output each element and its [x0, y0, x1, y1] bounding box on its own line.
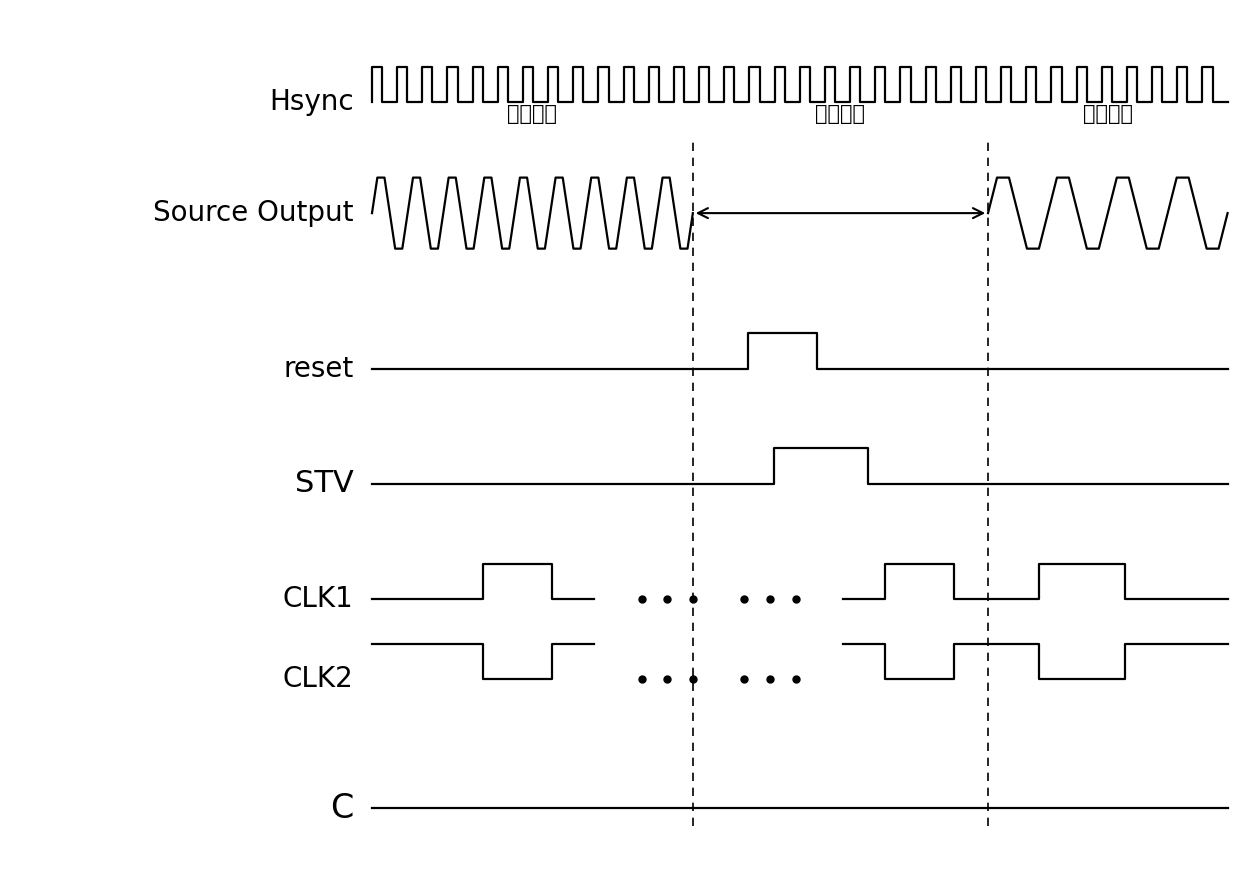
Text: CLK1: CLK1 [283, 585, 353, 614]
Text: reset: reset [283, 354, 353, 383]
Text: 扯描阶段: 扯描阶段 [507, 104, 558, 124]
Text: C: C [330, 791, 353, 825]
Text: 扯描阶段: 扯描阶段 [1083, 104, 1133, 124]
Text: Source Output: Source Output [153, 199, 353, 227]
Text: 空白阶段: 空白阶段 [816, 104, 866, 124]
Text: Hsync: Hsync [269, 88, 353, 116]
Text: CLK2: CLK2 [283, 665, 353, 694]
Text: STV: STV [295, 470, 353, 498]
